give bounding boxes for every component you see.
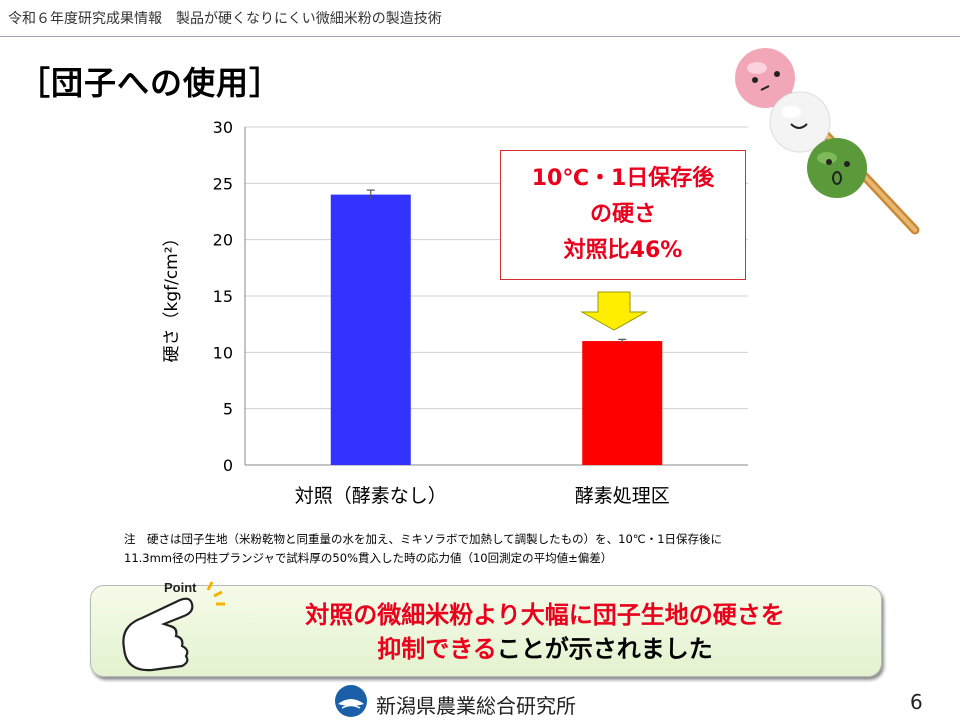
footnote: 注 硬さは団子生地（米粉乾物と同重量の水を加え、ミキソラボで加熱して調製したもの… [124,530,722,568]
footnote-line-1: 注 硬さは団子生地（米粉乾物と同重量の水を加え、ミキソラボで加熱して調製したもの… [124,532,723,546]
dango-illustration-icon [735,48,920,235]
pointing-hand-icon [122,581,225,672]
footer-organization: 新潟県農業総合研究所 [376,694,576,718]
callout-box: 10℃・1日保存後 の硬さ 対照比46% [500,150,746,280]
slide-header: 令和６年度研究成果情報 製品が硬くなりにくい微細米粉の製造技術 [0,0,960,37]
down-arrow-icon [580,291,648,331]
callout-line-2: の硬さ [589,202,656,227]
y-tick-label: 5 [223,400,233,419]
point-line-1: 対照の微細米粉より大幅に団子生地の硬さを [305,601,785,629]
footnote-line-2: 11.3mm径の円柱プランジャで試料厚の50%貫入した時の応力値（10回測定の平… [124,551,613,565]
point-label: Point [164,580,197,595]
y-tick-label: 30 [213,118,233,137]
point-line-2-red: 抑制できる [377,635,497,663]
y-tick-label: 20 [213,231,233,250]
x-tick-label: 対照（酵素なし） [295,485,447,507]
y-tick-label: 0 [223,456,233,475]
point-box [90,585,882,677]
point-message: 対照の微細米粉より大幅に団子生地の硬さを 抑制できることが示されました [240,598,850,666]
y-tick-label: 10 [213,343,233,362]
callout-line-1: 10℃・1日保存後 [531,166,715,191]
x-tick-label: 酵素処理区 [575,485,670,507]
point-line-2-black: ことが示されました [496,635,713,663]
header-text: 令和６年度研究成果情報 製品が硬くなりにくい微細米粉の製造技術 [8,11,442,27]
page-number: 6 [910,690,923,714]
callout-line-3: 対照比46% [563,238,683,263]
institute-logo-icon [335,685,367,717]
bar-2 [582,341,663,465]
y-axis-label: 硬さ（kgf/cm²） [162,229,182,362]
bar-chart: 0 5 10 15 20 25 30 対照（酵素なし） 酵素処理区 硬さ（kgf/cm²） [162,118,748,507]
y-tick-label: 25 [213,174,233,193]
bar-1 [330,194,411,465]
y-tick-label: 15 [213,287,233,306]
slide-title: ［団子への使用］ [18,64,283,102]
